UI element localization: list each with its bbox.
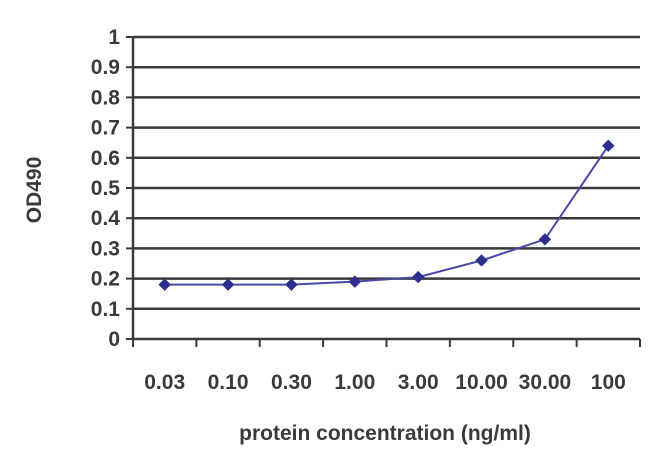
y-tick-label: 0.9	[91, 56, 120, 79]
data-point	[602, 139, 615, 152]
data-point	[475, 254, 488, 267]
gridlines	[133, 35, 640, 311]
x-tick-label: 0.10	[208, 371, 249, 394]
data-point	[538, 233, 552, 246]
y-tick-label: 0.5	[91, 177, 121, 200]
x-tick-label: 100	[591, 371, 626, 394]
y-tick-label: 0.7	[91, 117, 120, 140]
y-tick-labels: 0 0.1 0.2 0.3 0.4 0.5 0.6 0.7 0.8 0.9 1	[91, 26, 121, 351]
series-line	[164, 145, 610, 286]
x-tick-label: 0.03	[144, 371, 185, 394]
data-point	[348, 275, 362, 288]
y-tick-label: 0.1	[91, 298, 121, 321]
y-tick-label: 1	[108, 26, 120, 49]
y-tick-label: 0.3	[91, 237, 120, 260]
data-point	[411, 270, 425, 284]
y-tick-label: 0.6	[91, 147, 120, 170]
x-tick-label: 10.00	[455, 371, 508, 394]
y-tick-label: 0.2	[91, 268, 120, 291]
y-axis-title: OD490	[23, 157, 46, 224]
data-point	[158, 278, 171, 291]
x-tick-labels: 0.03 0.10 0.30 1.00 3.00 10.00 30.00 100	[144, 371, 626, 394]
y-tick-label: 0.8	[91, 86, 121, 109]
series	[158, 139, 615, 291]
y-tick-label: 0.4	[91, 207, 121, 230]
x-tick-label: 30.00	[519, 371, 572, 394]
x-tick-label: 3.00	[398, 371, 439, 394]
y-tick-label: 0	[108, 328, 120, 351]
x-axis-title: protein concentration (ng/ml)	[239, 422, 531, 445]
axes	[126, 36, 641, 347]
x-tick-label: 0.30	[271, 371, 312, 394]
data-point	[221, 278, 235, 291]
data-point	[285, 278, 298, 291]
x-tick-label: 1.00	[334, 371, 375, 394]
